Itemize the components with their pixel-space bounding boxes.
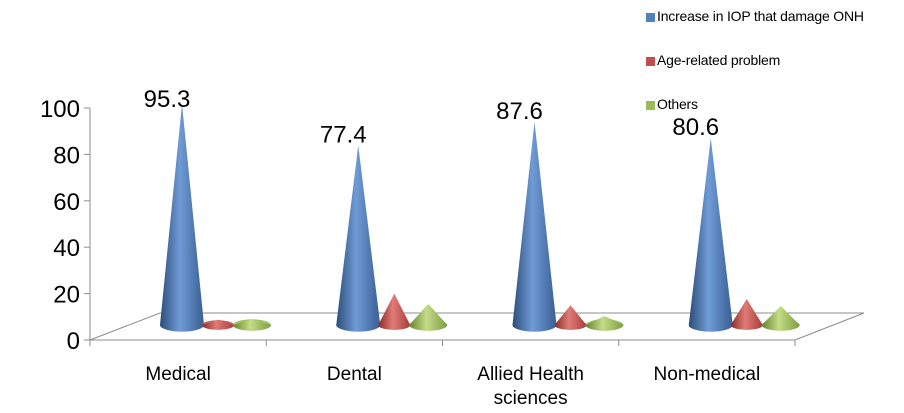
cone-body [730, 299, 763, 330]
data-label: 77.4 [320, 121, 367, 148]
cone-age [378, 293, 411, 330]
cone-age [202, 319, 234, 330]
y-tick-label: 20 [53, 282, 80, 309]
x-category-label: Medical [145, 364, 210, 385]
cone-body [761, 305, 800, 331]
cone-body [585, 315, 624, 331]
data-label: 87.6 [496, 98, 543, 125]
chart-axes [84, 107, 865, 346]
legend-item: Increase in IOP that damage ONH [646, 4, 904, 48]
y-tick-label: 60 [53, 189, 80, 216]
x-category-label: sciences [494, 388, 568, 409]
y-tick-label: 100 [40, 96, 80, 123]
data-label: 95.3 [144, 86, 191, 113]
legend-item: Age-related problem [646, 48, 904, 92]
cone-body [512, 121, 557, 332]
chart-floor [89, 312, 865, 341]
cone-age [554, 305, 587, 330]
cone-others [233, 319, 271, 331]
cone-body [202, 319, 234, 330]
cone-body [233, 319, 271, 331]
legend-item: Others [646, 92, 904, 136]
y-tick-label: 40 [53, 235, 80, 262]
cone-body [554, 305, 587, 330]
cone-others [585, 315, 624, 331]
cone-iop [160, 103, 204, 332]
cone-others [761, 305, 800, 331]
cone-iop [336, 145, 381, 332]
cone-iop [688, 138, 733, 332]
cone-others [409, 303, 448, 331]
y-tick-label: 0 [67, 328, 80, 355]
x-category-label: Allied Health [477, 364, 584, 385]
data-label: 80.6 [672, 114, 719, 141]
cone-body [160, 103, 204, 332]
legend-swatch [646, 57, 655, 66]
cone-age [730, 299, 763, 330]
y-tick-label: 80 [53, 142, 80, 169]
legend-label: Increase in IOP that damage ONH [657, 8, 864, 24]
legend-swatch [646, 101, 655, 110]
legend-label: Others [657, 96, 698, 112]
cone-iop [512, 121, 557, 332]
cone-body [409, 303, 448, 331]
cone-body [688, 138, 733, 332]
x-category-label: Dental [327, 364, 382, 385]
cone-body [378, 293, 411, 330]
legend-swatch [646, 13, 655, 22]
chart-legend: Increase in IOP that damage ONH Age-rela… [646, 4, 904, 136]
chart-cones [160, 103, 800, 332]
legend-label: Age-related problem [657, 52, 781, 68]
x-category-label: Non-medical [654, 364, 761, 385]
chart-labels: 0 20 40 60 80 100 Medical Dental Allied Health sc… [40, 86, 760, 409]
cone-body [336, 145, 381, 332]
